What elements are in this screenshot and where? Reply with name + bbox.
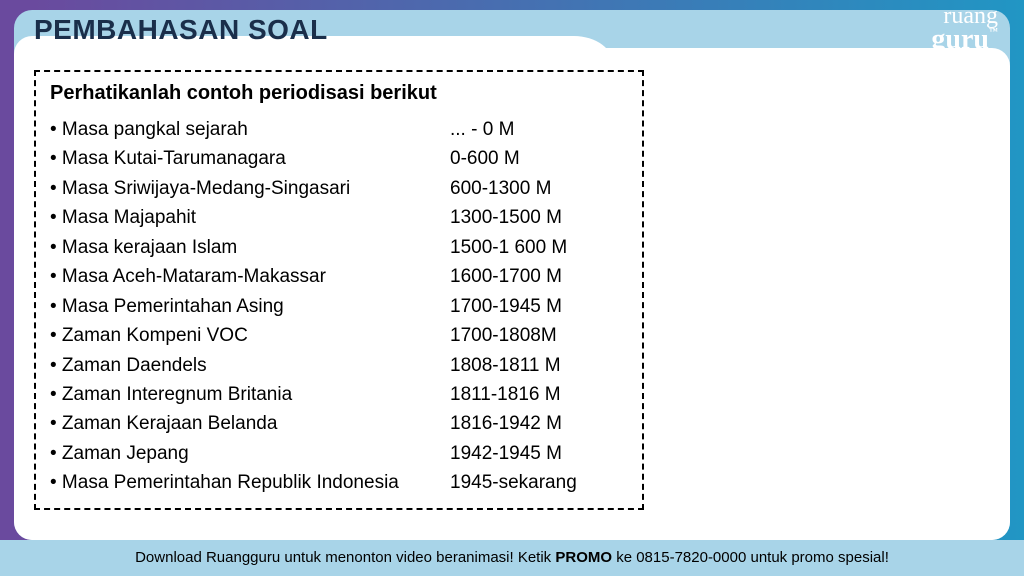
item-period: 1700-1808M xyxy=(450,321,628,350)
brand-logo: ruang guru™ xyxy=(931,8,998,52)
list-item: • Zaman Interegnum Britania1811-1816 M xyxy=(50,380,628,409)
item-label: • Zaman Daendels xyxy=(50,351,450,380)
list-item: • Masa Kutai-Tarumanagara0-600 M xyxy=(50,144,628,173)
list-item: • Masa Pemerintahan Asing1700-1945 M xyxy=(50,292,628,321)
item-label: • Masa kerajaan Islam xyxy=(50,233,450,262)
item-label: • Masa Kutai-Tarumanagara xyxy=(50,144,450,173)
item-label: • Masa Majapahit xyxy=(50,203,450,232)
item-period: 1942-1945 M xyxy=(450,439,628,468)
list-item: • Zaman Kerajaan Belanda1816-1942 M xyxy=(50,409,628,438)
item-label: • Masa Sriwijaya-Medang-Singasari xyxy=(50,174,450,203)
list-item: • Masa kerajaan Islam1500-1 600 M xyxy=(50,233,628,262)
item-period: ... - 0 M xyxy=(450,115,628,144)
list-item: • Masa Majapahit1300-1500 M xyxy=(50,203,628,232)
item-period: 1600-1700 M xyxy=(450,262,628,291)
item-label: • Zaman Jepang xyxy=(50,439,450,468)
content-box: Perhatikanlah contoh periodisasi berikut… xyxy=(34,70,644,510)
item-label: • Masa Aceh-Mataram-Makassar xyxy=(50,262,450,291)
item-period: 600-1300 M xyxy=(450,174,628,203)
list-item: • Zaman Daendels1808-1811 M xyxy=(50,351,628,380)
list-item: • Zaman Kompeni VOC1700-1808M xyxy=(50,321,628,350)
list-item: • Zaman Jepang1942-1945 M xyxy=(50,439,628,468)
list-item: • Masa Pemerintahan Republik Indonesia19… xyxy=(50,468,628,497)
item-label: • Masa Pemerintahan Republik Indonesia xyxy=(50,468,450,497)
list-item: • Masa Aceh-Mataram-Makassar1600-1700 M xyxy=(50,262,628,291)
item-period: 1945-sekarang xyxy=(450,468,628,497)
item-label: • Masa Pemerintahan Asing xyxy=(50,292,450,321)
item-period: 1811-1816 M xyxy=(450,380,628,409)
item-period: 1300-1500 M xyxy=(450,203,628,232)
logo-line1: ruang xyxy=(943,6,998,26)
content-title: Perhatikanlah contoh periodisasi berikut xyxy=(50,82,628,105)
item-period: 1816-1942 M xyxy=(450,409,628,438)
page-title: PEMBAHASAN SOAL xyxy=(34,14,328,46)
item-label: • Zaman Kerajaan Belanda xyxy=(50,409,450,438)
item-period: 0-600 M xyxy=(450,144,628,173)
logo-line2: guru xyxy=(931,24,989,55)
item-label: • Zaman Interegnum Britania xyxy=(50,380,450,409)
item-period: 1808-1811 M xyxy=(450,351,628,380)
footer-prefix: Download Ruangguru untuk menonton video … xyxy=(135,549,555,566)
item-period: 1700-1945 M xyxy=(450,292,628,321)
footer-bar: Download Ruangguru untuk menonton video … xyxy=(0,540,1024,576)
item-label: • Zaman Kompeni VOC xyxy=(50,321,450,350)
item-label: • Masa pangkal sejarah xyxy=(50,115,450,144)
list-item: • Masa Sriwijaya-Medang-Singasari600-130… xyxy=(50,174,628,203)
periodization-list: • Masa pangkal sejarah... - 0 M• Masa Ku… xyxy=(50,115,628,498)
item-period: 1500-1 600 M xyxy=(450,233,628,262)
list-item: • Masa pangkal sejarah... - 0 M xyxy=(50,115,628,144)
footer-bold: PROMO xyxy=(555,549,612,566)
footer-suffix: ke 0815-7820-0000 untuk promo spesial! xyxy=(612,549,889,566)
